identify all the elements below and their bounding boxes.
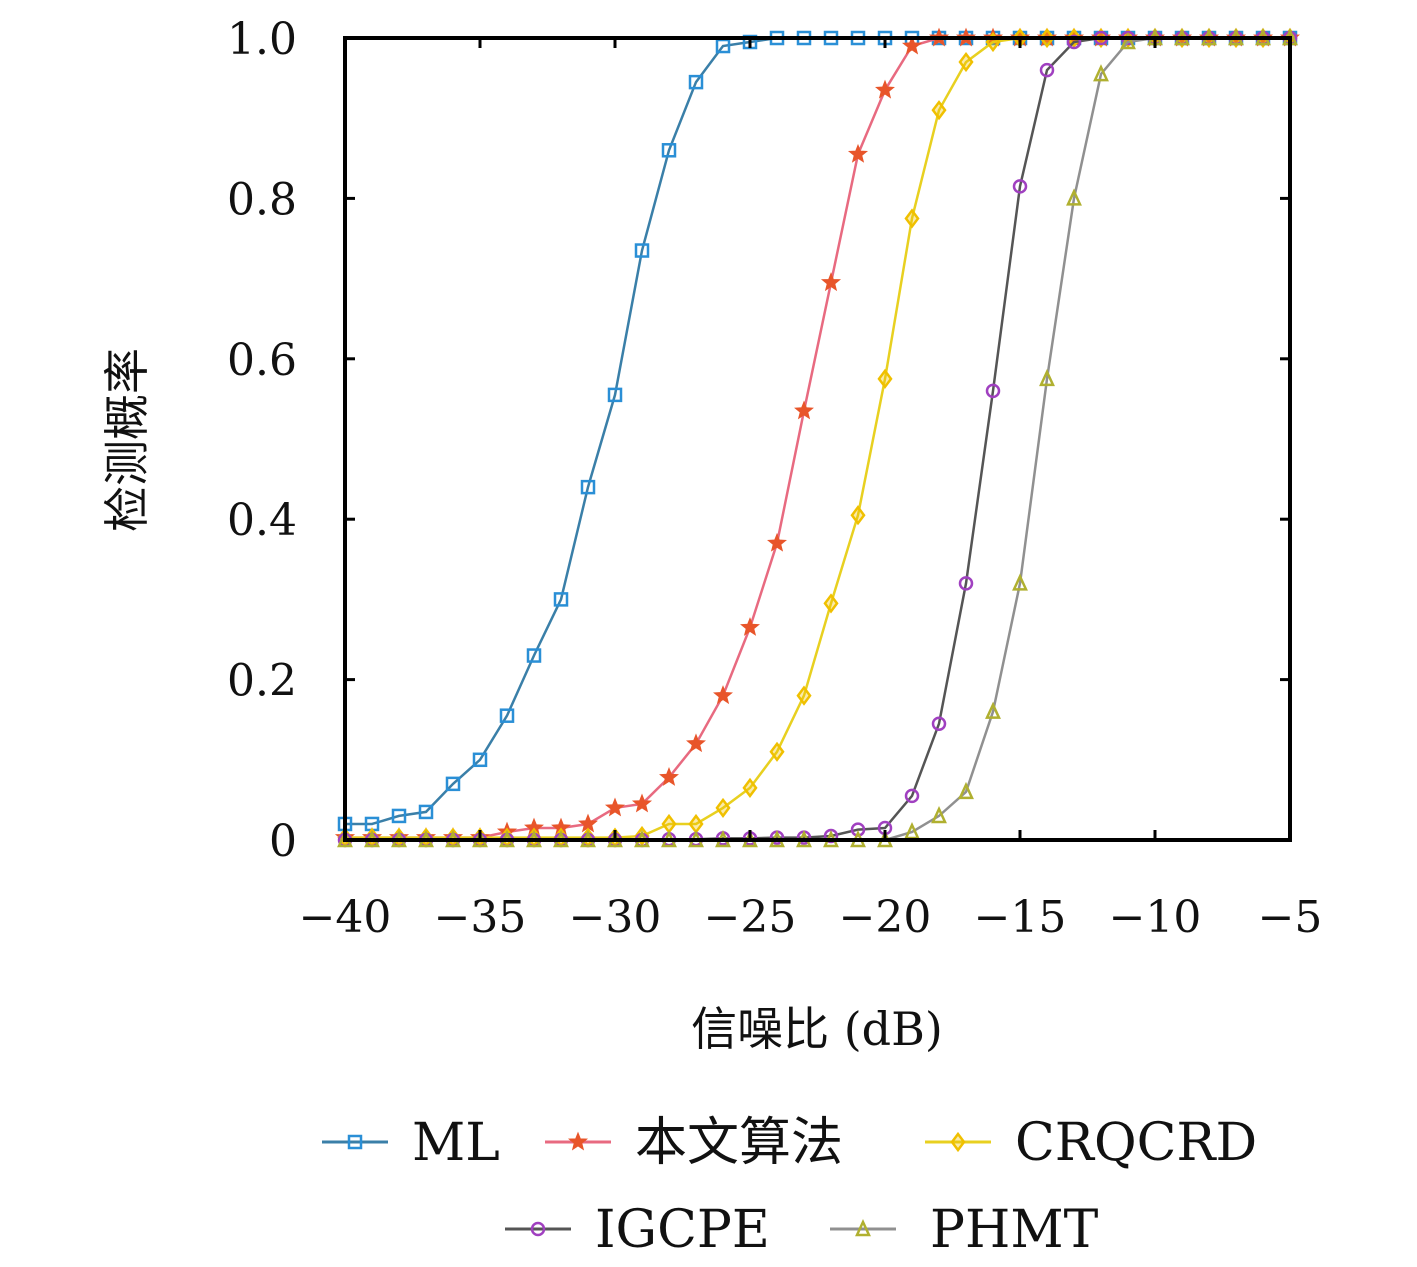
data-point bbox=[1066, 188, 1082, 206]
data-point bbox=[985, 701, 1001, 719]
ticks-layer: −40 −35 −30 −25 −20 −15 −10 −5 0 0.2 0.4 0.6 0.8 1.0 bbox=[227, 14, 1322, 943]
y-axis-label: 检测概率 bbox=[100, 348, 154, 532]
legend-item: PHMT bbox=[830, 1200, 1099, 1260]
x-tick-label: −5 bbox=[1258, 892, 1323, 943]
series-line bbox=[345, 36, 1290, 839]
series-layer bbox=[334, 27, 1301, 848]
y-tick-label: 0.6 bbox=[227, 335, 297, 386]
y-tick-label: 0.2 bbox=[227, 656, 297, 707]
data-point bbox=[578, 813, 598, 833]
data-point bbox=[904, 208, 920, 229]
x-tick-label: −40 bbox=[299, 892, 392, 943]
data-point bbox=[958, 781, 974, 800]
legend-marker bbox=[855, 1219, 871, 1237]
data-point bbox=[1093, 64, 1109, 82]
plot-frame bbox=[343, 36, 1292, 842]
data-point bbox=[742, 777, 758, 798]
data-point bbox=[418, 804, 434, 820]
series-本文算法 bbox=[334, 27, 1301, 847]
data-point bbox=[796, 685, 812, 706]
x-tick-label: −35 bbox=[434, 892, 527, 943]
data-point bbox=[1039, 368, 1055, 387]
data-point bbox=[769, 741, 785, 762]
data-point bbox=[472, 752, 488, 768]
data-point bbox=[767, 532, 787, 552]
legend-marker bbox=[950, 1131, 966, 1153]
data-point bbox=[931, 100, 947, 121]
data-point bbox=[634, 243, 650, 258]
data-point bbox=[526, 648, 542, 663]
series-line bbox=[345, 36, 1290, 842]
data-point bbox=[580, 479, 596, 495]
data-point bbox=[631, 793, 653, 813]
legend-label: PHMT bbox=[930, 1200, 1099, 1260]
data-point bbox=[901, 35, 923, 55]
data-point bbox=[958, 576, 974, 591]
data-point bbox=[661, 813, 677, 835]
x-tick-label: −20 bbox=[839, 892, 932, 943]
legend-item: CRQCRD bbox=[925, 1113, 1257, 1173]
data-point bbox=[713, 685, 733, 705]
data-point bbox=[931, 716, 947, 731]
series-PHMT bbox=[337, 28, 1298, 848]
data-point bbox=[794, 400, 814, 420]
legend-label: CRQCRD bbox=[1015, 1113, 1257, 1173]
data-point bbox=[499, 708, 515, 723]
y-tick-label: 0 bbox=[269, 816, 297, 867]
legend-label: IGCPE bbox=[595, 1200, 770, 1260]
data-point bbox=[1012, 573, 1028, 591]
data-point bbox=[1012, 179, 1028, 194]
legend-item: IGCPE bbox=[505, 1200, 770, 1260]
legend-marker bbox=[567, 1131, 589, 1151]
x-tick-label: −15 bbox=[974, 892, 1067, 943]
data-point bbox=[850, 505, 866, 526]
data-point bbox=[607, 387, 623, 403]
series-IGCPE bbox=[337, 30, 1298, 848]
x-axis-label: 信噪比 (dB) bbox=[691, 1002, 943, 1056]
data-point bbox=[985, 383, 1001, 399]
legend-item: 本文算法 bbox=[545, 1113, 843, 1173]
data-point bbox=[445, 776, 461, 792]
x-tick-label: −10 bbox=[1109, 892, 1202, 943]
legend-marker bbox=[530, 1221, 546, 1237]
data-point bbox=[904, 821, 920, 840]
series-CRQCRD bbox=[337, 27, 1298, 848]
data-point bbox=[847, 143, 869, 163]
data-point bbox=[740, 617, 760, 636]
legend-label: 本文算法 bbox=[635, 1113, 843, 1173]
data-point bbox=[715, 38, 731, 54]
data-point bbox=[931, 805, 947, 824]
data-point bbox=[875, 79, 895, 99]
legend: ML 本文算法 CRQCRD IGCPE PHMT bbox=[322, 1113, 1257, 1260]
x-tick-label: −30 bbox=[569, 892, 662, 943]
x-tick-label: −25 bbox=[704, 892, 797, 943]
y-tick-label: 1.0 bbox=[227, 14, 297, 65]
data-point bbox=[715, 797, 731, 819]
series-line bbox=[345, 36, 1290, 826]
series-line bbox=[345, 36, 1290, 839]
legend-label: ML bbox=[412, 1113, 500, 1173]
data-point bbox=[1120, 32, 1136, 50]
data-point bbox=[877, 368, 893, 389]
data-point bbox=[391, 808, 407, 824]
data-point bbox=[688, 74, 704, 90]
legend-marker bbox=[347, 1134, 363, 1150]
series-ML bbox=[337, 30, 1298, 832]
data-point bbox=[823, 593, 839, 614]
data-point bbox=[1039, 62, 1055, 78]
data-point bbox=[958, 51, 974, 73]
legend-item: ML bbox=[322, 1113, 500, 1173]
data-point bbox=[661, 143, 677, 158]
data-point bbox=[686, 733, 706, 753]
data-point bbox=[659, 766, 679, 786]
data-point bbox=[688, 813, 704, 835]
data-point bbox=[604, 797, 626, 817]
y-tick-label: 0.4 bbox=[227, 495, 297, 546]
y-tick-label: 0.8 bbox=[227, 174, 297, 225]
series-line bbox=[345, 36, 1290, 842]
data-point bbox=[904, 788, 920, 804]
data-point bbox=[820, 272, 842, 292]
data-point bbox=[553, 592, 569, 607]
